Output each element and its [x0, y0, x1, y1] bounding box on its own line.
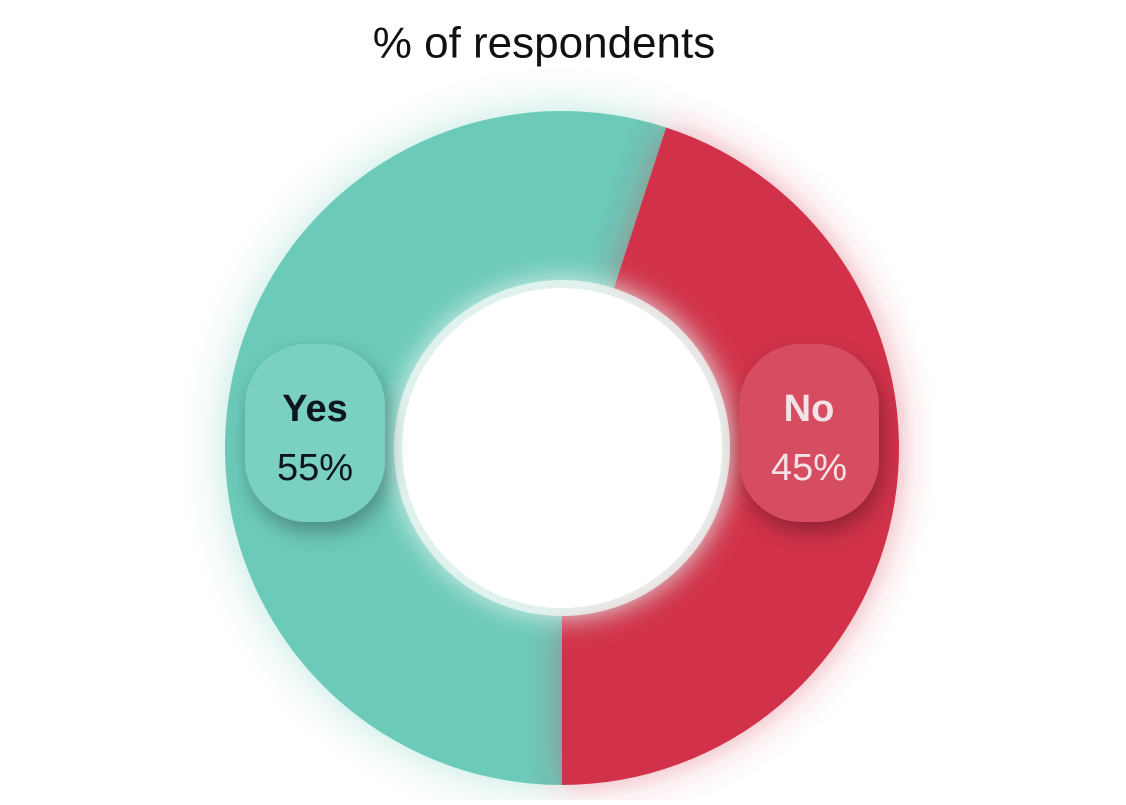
- labels: Yes 55% No 45%: [245, 344, 879, 522]
- donut-segment: [562, 127, 900, 785]
- label-pill: [739, 344, 879, 522]
- donut-hole: [402, 288, 722, 608]
- category-label: No: [784, 388, 835, 430]
- donut: [225, 111, 900, 786]
- chart-title: % of respondents: [373, 19, 715, 68]
- category-label: Yes: [282, 388, 348, 430]
- value-label: 45%: [771, 447, 847, 489]
- label-pill: [245, 344, 385, 522]
- donut-segment: [225, 111, 667, 786]
- value-label: 55%: [277, 447, 353, 489]
